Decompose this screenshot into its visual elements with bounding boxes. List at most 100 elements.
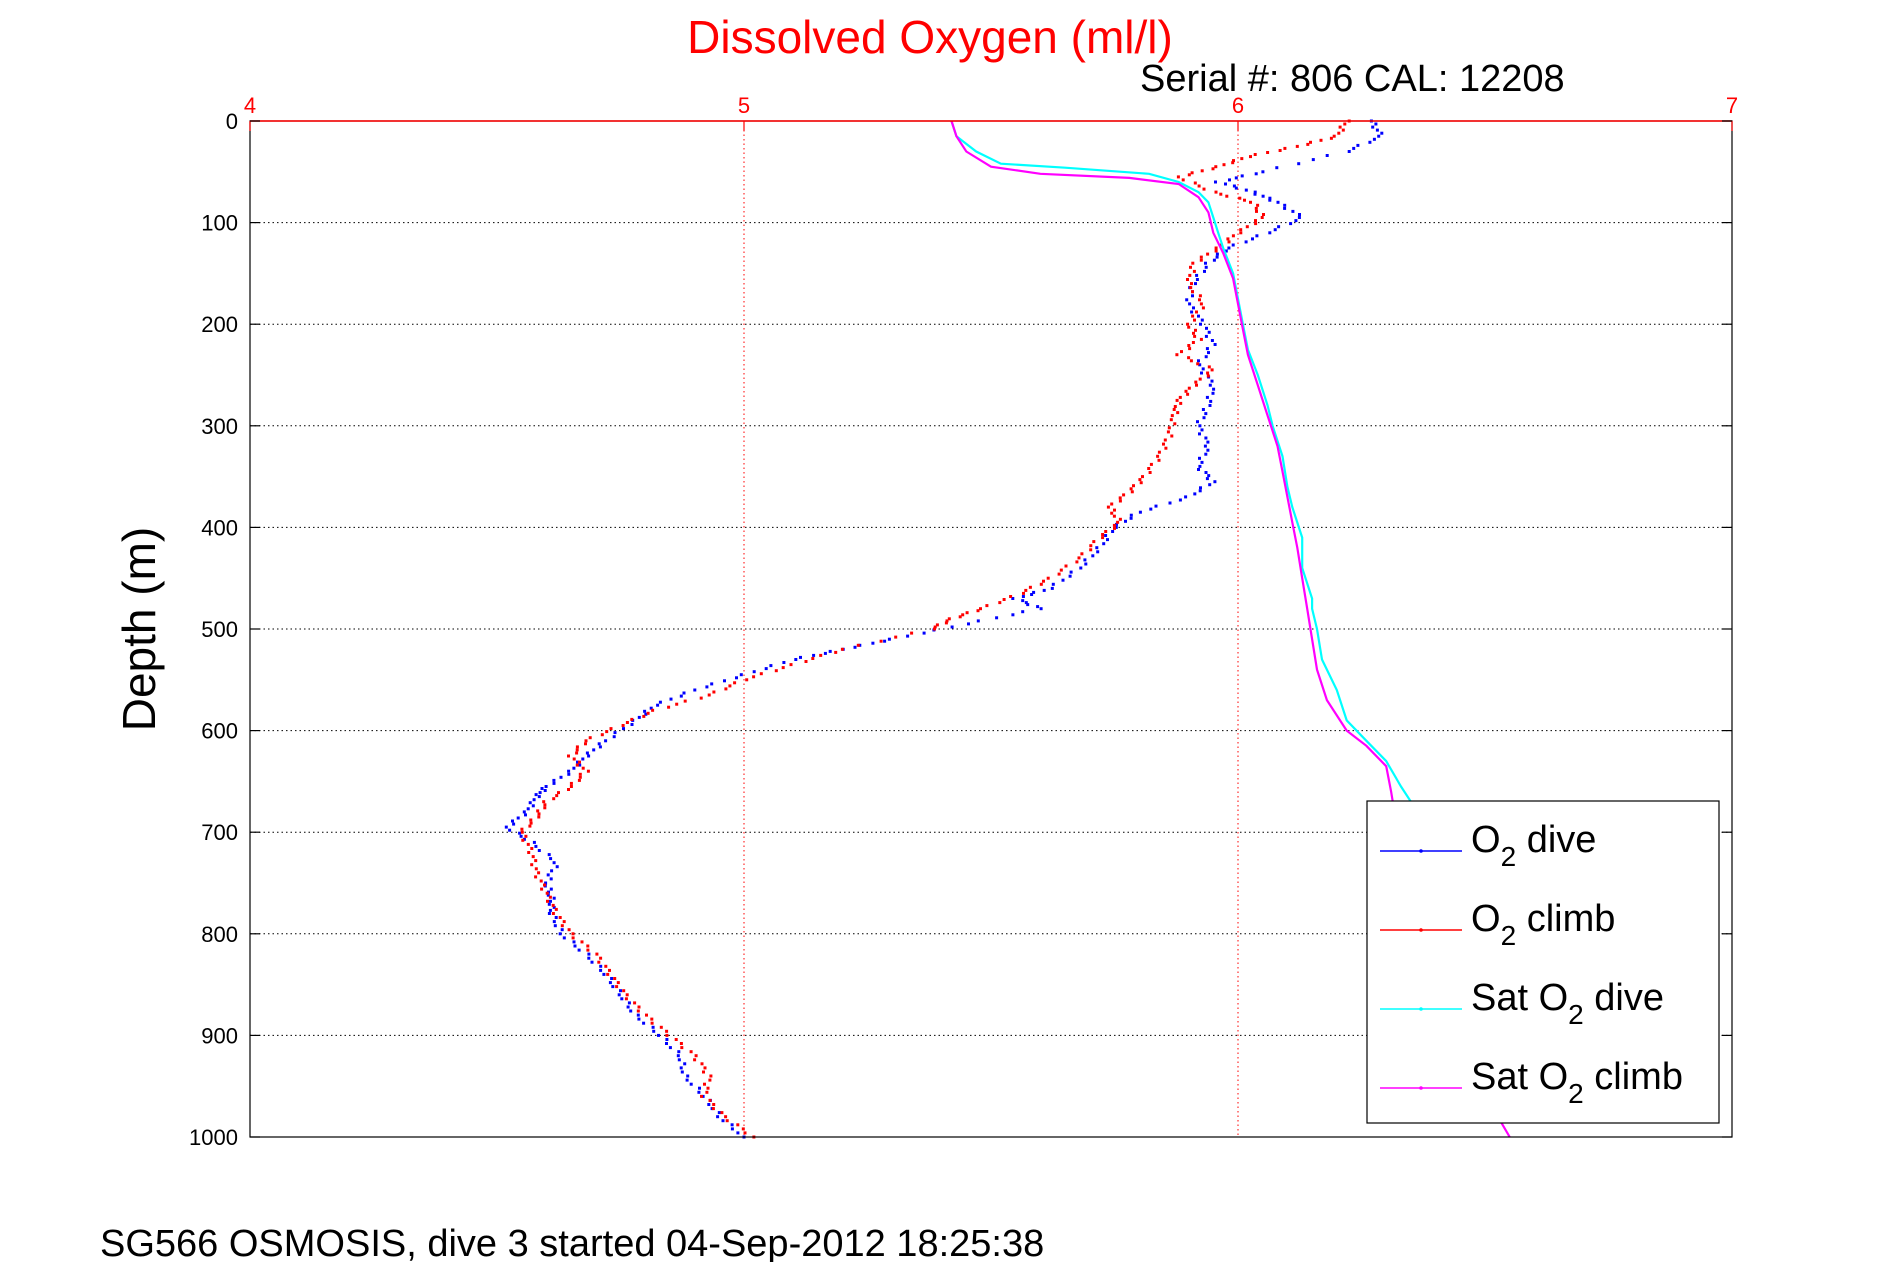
series-point xyxy=(1138,478,1142,482)
series-point xyxy=(549,887,553,891)
series-point xyxy=(1205,477,1209,481)
series-point xyxy=(781,666,785,670)
series-point xyxy=(1190,310,1194,314)
series-point xyxy=(764,667,768,671)
legend-label: O2 climb xyxy=(1471,898,1615,951)
y-axis-label: Depth (m) xyxy=(113,527,165,731)
series-point xyxy=(1096,550,1100,554)
series-point xyxy=(998,601,1002,605)
series-point xyxy=(581,766,585,770)
series-point xyxy=(617,993,621,997)
series-point xyxy=(1214,246,1218,250)
series-point xyxy=(686,1074,690,1078)
series-point xyxy=(537,815,541,819)
series-point xyxy=(910,631,914,635)
series-point xyxy=(1178,395,1182,399)
series-point xyxy=(552,905,556,909)
series-point xyxy=(597,960,601,964)
series-point xyxy=(524,834,528,838)
series-point xyxy=(1028,585,1032,589)
series-point xyxy=(1084,562,1088,566)
series-point xyxy=(720,1111,724,1115)
y-tick-label: 400 xyxy=(201,515,238,540)
series-point xyxy=(604,739,608,743)
series-point xyxy=(1113,508,1116,512)
series-point xyxy=(560,928,564,932)
series-line xyxy=(950,120,1412,803)
series-point xyxy=(599,956,603,960)
series-point xyxy=(689,1050,693,1054)
series-point xyxy=(676,1054,680,1058)
series-point xyxy=(1061,578,1065,582)
series-point xyxy=(543,806,547,810)
series-point xyxy=(544,785,548,788)
series-point xyxy=(1277,225,1281,229)
series-point xyxy=(1209,399,1213,403)
series-point xyxy=(1149,507,1153,511)
series-point xyxy=(516,816,520,820)
series-point xyxy=(995,616,999,620)
series-point xyxy=(625,721,629,724)
series-point xyxy=(1118,517,1122,521)
series-point xyxy=(1205,326,1208,330)
series-point xyxy=(1095,546,1099,550)
series-point xyxy=(707,1103,711,1106)
series-point xyxy=(562,920,566,924)
series-point xyxy=(642,714,646,718)
series-point xyxy=(1199,255,1203,259)
series-point xyxy=(585,751,589,755)
series-point xyxy=(1224,182,1227,186)
series-point xyxy=(546,893,550,897)
series-point xyxy=(633,1001,637,1005)
series-point xyxy=(1198,377,1202,381)
series-point xyxy=(1118,496,1122,500)
series-point xyxy=(1199,302,1203,306)
series-point xyxy=(599,968,603,972)
series-point xyxy=(1101,533,1105,536)
series-point xyxy=(1231,161,1235,165)
series-point xyxy=(1115,522,1118,526)
series-point xyxy=(682,691,686,695)
series-point xyxy=(1197,314,1200,318)
series-point xyxy=(530,863,534,867)
legend-entry-o2-climb: O2 climb xyxy=(1380,898,1615,951)
series-point xyxy=(621,724,625,727)
series-point xyxy=(536,809,540,813)
series-point xyxy=(730,1127,734,1131)
series-point xyxy=(965,611,969,615)
series-point xyxy=(588,736,592,740)
series-point xyxy=(1024,601,1028,605)
series-point xyxy=(1167,426,1171,430)
series-point xyxy=(1191,290,1194,294)
series-point xyxy=(1149,462,1153,466)
series-point xyxy=(1059,568,1063,572)
series-point xyxy=(602,972,606,976)
series-point xyxy=(524,813,527,817)
series-point xyxy=(537,849,541,852)
series-point xyxy=(546,899,549,903)
series-point xyxy=(1011,613,1015,617)
legend-label: Sat O2 climb xyxy=(1471,1056,1683,1109)
series-point xyxy=(745,678,749,682)
series-point xyxy=(709,1074,713,1078)
y-tick-label: 600 xyxy=(201,719,238,744)
series-point xyxy=(540,787,544,790)
series-point xyxy=(552,797,556,801)
series-point xyxy=(1022,591,1025,595)
series-point xyxy=(716,1115,720,1119)
series-point xyxy=(592,748,596,752)
series-point xyxy=(519,834,523,838)
series-point xyxy=(622,989,626,993)
series-point xyxy=(1104,534,1108,537)
series-point xyxy=(674,1038,678,1041)
series-point xyxy=(1214,180,1217,184)
series-point xyxy=(578,772,582,776)
series-point xyxy=(701,1094,705,1098)
series-point xyxy=(608,981,612,985)
series-point xyxy=(1231,234,1235,238)
series-point xyxy=(1210,379,1214,383)
series-point xyxy=(1079,566,1083,570)
series-point xyxy=(906,634,910,638)
series-point xyxy=(1164,446,1168,450)
series-point xyxy=(577,948,581,952)
